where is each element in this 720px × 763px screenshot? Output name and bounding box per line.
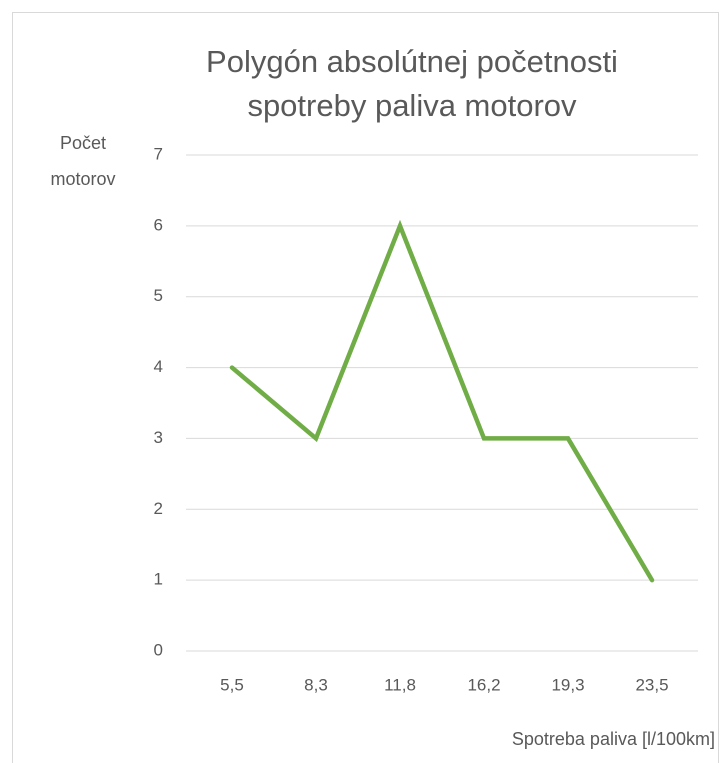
x-axis-title: Spotreba paliva [l/100km] bbox=[512, 729, 715, 749]
y-tick-label: 4 bbox=[154, 357, 163, 376]
chart-border bbox=[12, 12, 719, 763]
line-series bbox=[229, 219, 655, 583]
y-tick-label: 1 bbox=[154, 570, 163, 589]
x-tick-label: 16,2 bbox=[467, 675, 500, 694]
x-tick-label: 23,5 bbox=[635, 675, 668, 694]
y-axis-title: motorov bbox=[50, 169, 115, 189]
y-tick-label: 2 bbox=[154, 499, 163, 518]
y-tick-label: 5 bbox=[154, 286, 163, 305]
y-tick-label: 3 bbox=[154, 428, 163, 447]
chart-title: Polygón absolútnej početnosti bbox=[206, 44, 618, 79]
y-tick-label: 7 bbox=[154, 144, 163, 163]
chart-title: spotreby paliva motorov bbox=[247, 88, 577, 123]
x-tick-label: 8,3 bbox=[304, 675, 328, 694]
x-tick-label: 19,3 bbox=[551, 675, 584, 694]
y-axis-title: Počet bbox=[60, 133, 106, 153]
y-tick-label: 6 bbox=[154, 215, 163, 234]
y-tick-label: 0 bbox=[154, 640, 163, 659]
x-tick-label: 5,5 bbox=[220, 675, 244, 694]
x-tick-label: 11,8 bbox=[384, 675, 416, 694]
